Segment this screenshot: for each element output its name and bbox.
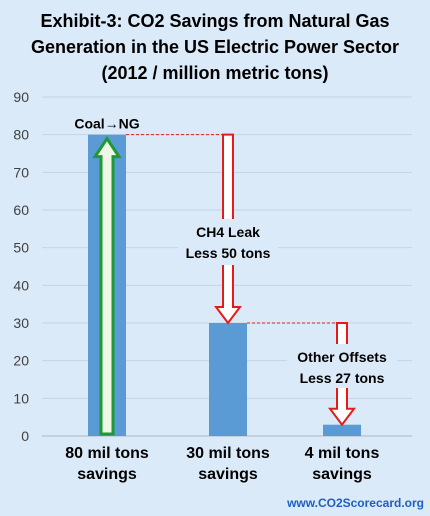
y-tick-label-80: 80	[13, 127, 29, 143]
x-tick-label-2-line-1: 30 mil tons	[186, 445, 270, 462]
y-tick-label-10: 10	[13, 390, 29, 406]
x-tick-label-3-line-2: savings	[312, 466, 372, 483]
green-up-arrow	[92, 135, 122, 436]
bar-2	[209, 323, 247, 436]
annotation-text-offsets-line-2: Less 27 tons	[300, 370, 385, 386]
annotation-text-ch4-line-1: CH4 Leak	[196, 224, 260, 240]
annotation-layer: Coal→NG CH4 Leak Less 50 tons Other Offsets…	[74, 116, 397, 436]
label-mask-offsets	[287, 344, 397, 388]
y-tick-label-60: 60	[13, 202, 29, 218]
bar-3	[323, 424, 361, 436]
x-tick-label-2-line-2: savings	[198, 466, 258, 483]
y-tick-label-20: 20	[13, 353, 29, 369]
chart-title-line-2: Generation in the US Electric Power Sect…	[31, 37, 399, 57]
y-tick-label-70: 70	[13, 164, 29, 180]
chart-title-line-1: Exhibit-3: CO2 Savings from Natural Gas	[40, 11, 389, 31]
x-tick-label-1-line-2: savings	[77, 466, 137, 483]
chart-title-line-3: (2012 / million metric tons)	[101, 63, 328, 83]
y-tick-label-30: 30	[13, 315, 29, 331]
x-tick-labels: 80 mil tons savings 30 mil tons savings 4 mi…	[65, 445, 379, 483]
label-mask-ch4	[178, 219, 278, 265]
x-tick-label-3-line-1: 4 mil tons	[305, 445, 380, 462]
y-tick-label-0: 0	[21, 428, 29, 444]
source-credit: www.CO2Scorecard.org	[286, 496, 424, 510]
annotation-text-offsets-line-1: Other Offsets	[297, 349, 387, 365]
x-tick-label-1-line-1: 80 mil tons	[65, 445, 149, 462]
y-tick-label-40: 40	[13, 277, 29, 293]
y-tick-label-90: 90	[13, 89, 29, 105]
annotation-label-coal-ng: Coal→NG	[74, 116, 139, 132]
annotation-text-ch4-line-2: Less 50 tons	[186, 245, 271, 261]
y-tick-label-50: 50	[13, 240, 29, 256]
